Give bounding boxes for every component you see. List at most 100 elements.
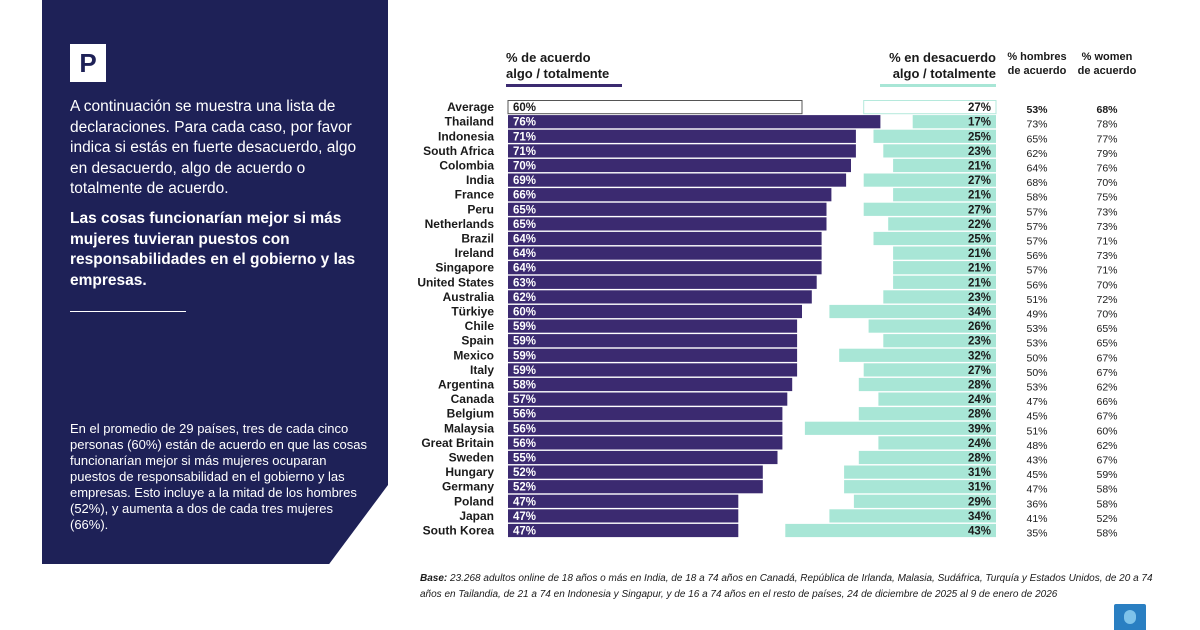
disagree-header-line1: % en desacuerdo: [889, 50, 996, 65]
disagree-bar-malaysia: [804, 421, 996, 435]
agree-value-south-africa: 71%: [513, 146, 536, 158]
women-value-japan: 52%: [1096, 513, 1117, 525]
disagree-bar-great-britain: [878, 436, 996, 450]
agree-bar-brazil: [508, 231, 822, 246]
disagree-value-canada: 24%: [968, 394, 991, 406]
men-value-netherlands: 57%: [1026, 221, 1047, 233]
category-label-singapore: Singapore: [435, 261, 494, 275]
agree-value-ireland: 64%: [513, 248, 536, 260]
category-label-japan: Japan: [459, 509, 494, 523]
agree-bar-turkiye: [508, 304, 802, 319]
men-value-ireland: 56%: [1026, 250, 1047, 262]
men-value-france: 58%: [1026, 192, 1047, 204]
disagree-value-average: 27%: [968, 102, 991, 114]
agree-value-germany: 52%: [513, 482, 536, 494]
women-value-chile: 65%: [1096, 323, 1117, 335]
agree-header-underline: [506, 84, 622, 87]
agree-value-poland: 47%: [513, 496, 536, 508]
disagree-value-ireland: 21%: [968, 248, 991, 260]
agree-value-peru: 65%: [513, 204, 536, 216]
men-value-italy: 50%: [1026, 367, 1047, 379]
disagree-bar-brazil: [873, 231, 996, 246]
disagree-bar-turkiye: [829, 304, 996, 319]
agree-bar-france: [508, 188, 832, 202]
men-value-thailand: 73%: [1026, 119, 1047, 131]
disagree-bar-ireland: [893, 246, 996, 260]
women-value-poland: 58%: [1096, 498, 1117, 510]
agree-bar-south-korea: [508, 523, 739, 538]
agree-value-france: 66%: [513, 190, 536, 202]
disagree-value-united-states: 21%: [968, 277, 991, 289]
women-value-netherlands: 73%: [1096, 221, 1117, 233]
men-value-great-britain: 48%: [1026, 440, 1047, 452]
category-label-average: Average: [447, 100, 494, 114]
agree-bar-sweden: [508, 450, 778, 465]
category-label-malaysia: Malaysia: [444, 421, 494, 435]
left-panel: [42, 0, 388, 564]
women-value-south-korea: 58%: [1096, 528, 1117, 540]
disagree-value-colombia: 21%: [968, 161, 991, 173]
statement-text: Las cosas funcionarían mejor si más muje…: [70, 210, 356, 289]
category-label-mexico: Mexico: [453, 348, 494, 362]
agree-value-argentina: 58%: [513, 380, 536, 392]
disagree-bar-france: [893, 188, 996, 202]
agree-bar-india: [508, 173, 847, 187]
agree-value-canada: 57%: [513, 394, 536, 406]
disagree-bar-indonesia: [873, 129, 996, 143]
men-value-united-states: 56%: [1026, 279, 1047, 291]
category-label-netherlands: Netherlands: [425, 217, 495, 231]
brand-logo: P: [70, 44, 106, 82]
agree-bar-australia: [508, 290, 812, 304]
category-label-belgium: Belgium: [447, 407, 494, 421]
disagree-bar-united-states: [893, 275, 996, 289]
agree-value-thailand: 76%: [513, 117, 536, 129]
category-label-poland: Poland: [454, 494, 494, 508]
category-label-spain: Spain: [461, 334, 494, 348]
agree-column-header: % de acuerdo algo / totalmente: [506, 50, 609, 82]
women-value-ireland: 73%: [1096, 250, 1117, 262]
disagree-value-south-africa: 23%: [968, 146, 991, 158]
agree-bar-italy: [508, 363, 798, 377]
disagree-bar-germany: [844, 480, 996, 494]
men-value-south-africa: 62%: [1026, 148, 1047, 160]
agree-bar-hungary: [508, 465, 763, 479]
agree-bar-malaysia: [508, 421, 783, 435]
women-value-singapore: 71%: [1096, 265, 1117, 277]
men-header-line2: de acuerdo: [1007, 65, 1067, 77]
men-value-average: 53%: [1026, 104, 1048, 116]
agree-bar-peru: [508, 202, 827, 216]
disagree-value-japan: 34%: [968, 511, 991, 523]
base-label: Base:: [420, 573, 448, 584]
women-value-peru: 73%: [1096, 206, 1117, 218]
women-value-spain: 65%: [1096, 338, 1117, 350]
agree-bar-germany: [508, 480, 763, 494]
men-value-spain: 53%: [1026, 338, 1047, 350]
men-value-argentina: 53%: [1026, 382, 1047, 394]
disagree-value-singapore: 21%: [968, 263, 991, 275]
disagree-value-turkiye: 34%: [968, 307, 991, 319]
category-label-argentina: Argentina: [438, 378, 494, 392]
men-value-belgium: 45%: [1026, 411, 1047, 423]
category-label-france: France: [455, 188, 495, 202]
agree-value-indonesia: 71%: [513, 131, 536, 143]
women-value-hungary: 59%: [1096, 469, 1117, 481]
men-value-singapore: 57%: [1026, 265, 1047, 277]
agree-value-south-korea: 47%: [513, 526, 536, 538]
disagree-value-belgium: 28%: [968, 409, 991, 421]
disagree-value-netherlands: 22%: [968, 219, 991, 231]
women-value-germany: 58%: [1096, 484, 1117, 496]
disagree-value-hungary: 31%: [968, 467, 991, 479]
agree-bar-singapore: [508, 261, 822, 275]
men-column-header: % hombres de acuerdo: [1002, 50, 1072, 78]
women-value-france: 75%: [1096, 192, 1117, 204]
men-value-australia: 51%: [1026, 294, 1047, 306]
women-value-canada: 66%: [1096, 396, 1117, 408]
disagree-bar-colombia: [893, 158, 996, 173]
disagree-value-spain: 23%: [968, 336, 991, 348]
category-label-australia: Australia: [443, 290, 495, 304]
disagree-value-peru: 27%: [968, 204, 991, 216]
disagree-value-poland: 29%: [968, 496, 991, 508]
agree-value-turkiye: 60%: [513, 307, 536, 319]
agree-bar-south-africa: [508, 144, 856, 158]
men-value-poland: 36%: [1026, 498, 1047, 510]
